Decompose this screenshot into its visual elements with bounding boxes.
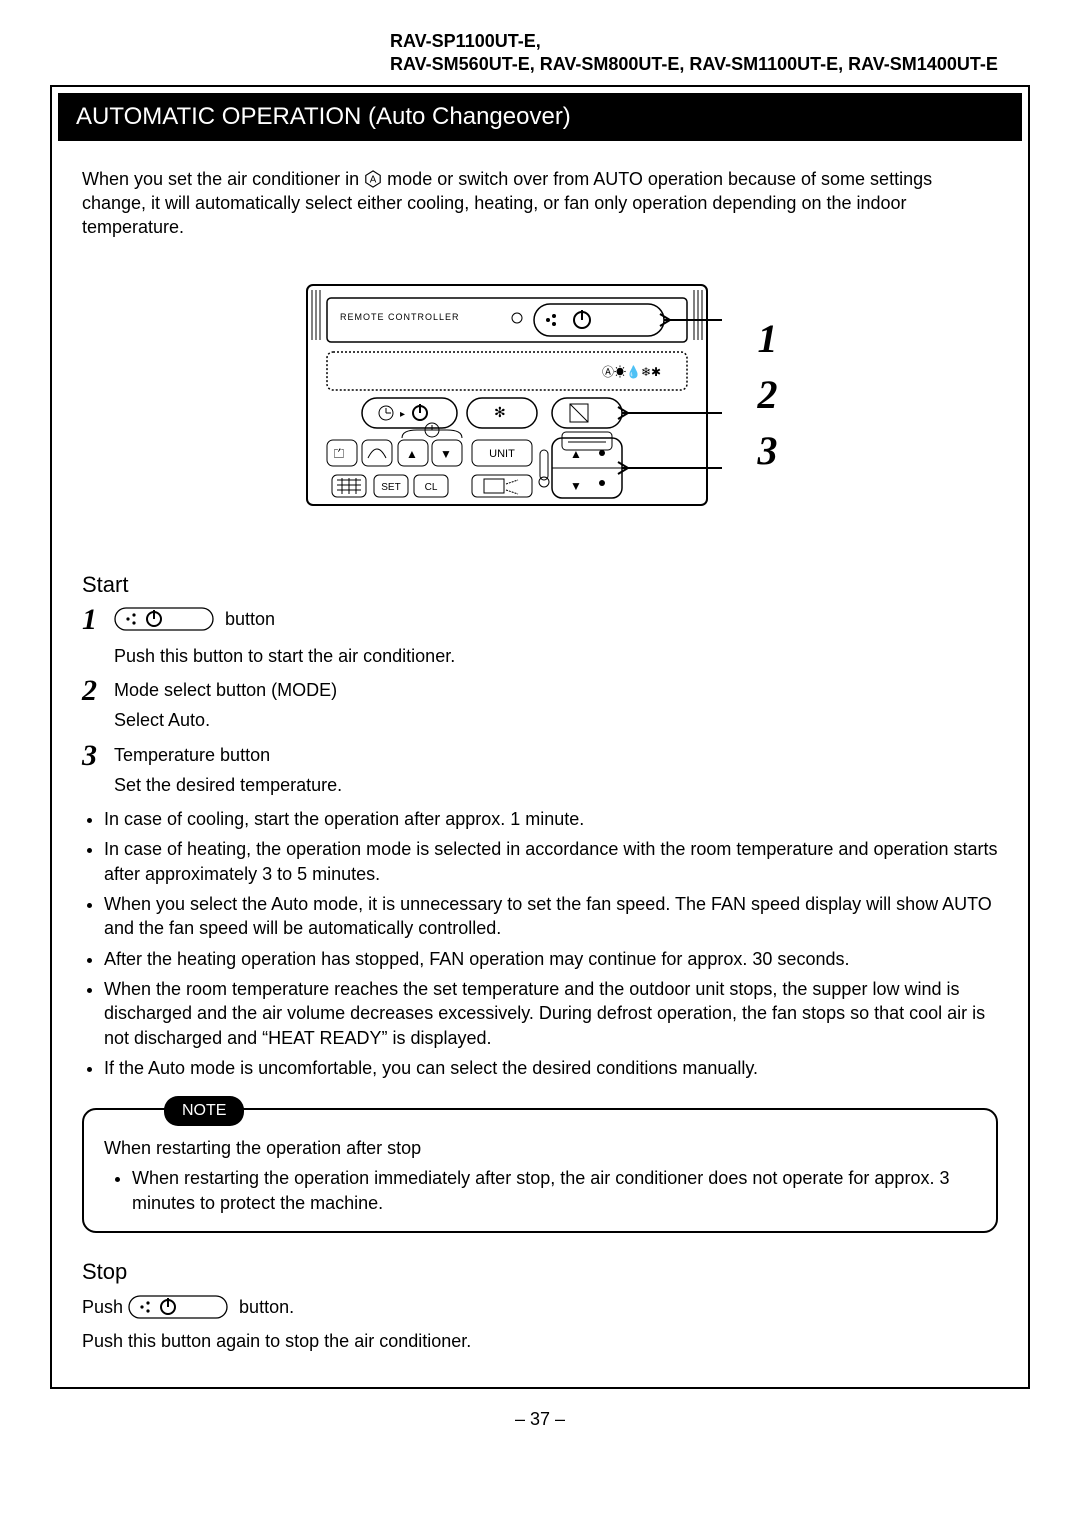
callout-1: 1	[758, 311, 778, 367]
svg-text:▼: ▼	[440, 447, 452, 461]
start-heading: Start	[82, 570, 998, 600]
mode-icons: Ⓐ☀💧❄✱	[602, 365, 661, 379]
step-3: 3 Temperature button Set the desired tem…	[82, 743, 998, 798]
content: When you set the air conditioner in A mo…	[52, 147, 1028, 1388]
callout-column: 1 2 3	[758, 311, 778, 479]
svg-text:▼: ▼	[570, 479, 582, 493]
stop-heading: Stop	[82, 1257, 998, 1287]
start-bullets: In case of cooling, start the operation …	[82, 807, 998, 1080]
bullet-1: In case of cooling, start the operation …	[104, 807, 998, 831]
stop-suffix: button.	[239, 1297, 294, 1317]
step-1-label: button	[225, 609, 275, 629]
stop-line: Push button.	[82, 1295, 998, 1325]
header-line-2: RAV-SM560UT-E, RAV-SM800UT-E, RAV-SM1100…	[390, 53, 1030, 76]
auto-mode-icon-label: A	[370, 174, 377, 185]
note-bullet-1: When restarting the operation immediatel…	[132, 1166, 976, 1215]
bullet-5: When the room temperature reaches the se…	[104, 977, 998, 1050]
step-1: 1 button Push this button to start the a…	[82, 607, 998, 668]
callout-2: 2	[758, 367, 778, 423]
auto-mode-icon: A	[364, 170, 382, 188]
remote-label: REMOTE CONTROLLER	[340, 312, 460, 322]
unit-label: UNIT	[490, 448, 516, 460]
step-2: 2 Mode select button (MODE) Select Auto.	[82, 678, 998, 733]
content-frame: AUTOMATIC OPERATION (Auto Changeover) Wh…	[50, 85, 1030, 1390]
fan-icon: ✻	[494, 404, 506, 420]
step-3-desc: Set the desired temperature.	[114, 773, 998, 797]
cl-label: CL	[425, 482, 438, 493]
step-3-label: Temperature button	[114, 745, 270, 765]
header-models: RAV-SP1100UT-E, RAV-SM560UT-E, RAV-SM800…	[390, 30, 1030, 77]
step-1-body: button Push this button to start the air…	[114, 607, 998, 668]
bullet-4: After the heating operation has stopped,…	[104, 947, 998, 971]
page-number: – 37 –	[50, 1409, 1030, 1430]
step-2-num: 2	[82, 676, 114, 706]
note-badge: NOTE	[164, 1096, 244, 1126]
remote-controller-diagram: REMOTE CONTROLLER Ⓐ☀💧❄✱	[302, 280, 732, 510]
power-button-icon	[128, 1295, 228, 1325]
svg-text:▲: ▲	[570, 447, 582, 461]
bullet-3: When you select the Auto mode, it is unn…	[104, 892, 998, 941]
bullet-6: If the Auto mode is uncomfortable, you c…	[104, 1056, 998, 1080]
step-2-label: Mode select button (MODE)	[114, 680, 337, 700]
bullet-2: In case of heating, the operation mode i…	[104, 837, 998, 886]
svg-text:⏍: ⏍	[334, 446, 344, 461]
stop-desc: Push this button again to stop the air c…	[82, 1329, 998, 1353]
header-line-1: RAV-SP1100UT-E,	[390, 30, 1030, 53]
stop-prefix: Push	[82, 1297, 128, 1317]
svg-text:▸: ▸	[400, 409, 405, 420]
set-label: SET	[382, 482, 401, 493]
step-2-desc: Select Auto.	[114, 708, 998, 732]
note-box: NOTE When restarting the operation after…	[82, 1108, 998, 1233]
intro-part1: When you set the air conditioner in	[82, 169, 364, 189]
intro-paragraph: When you set the air conditioner in A mo…	[82, 167, 998, 240]
remote-diagram-wrap: REMOTE CONTROLLER Ⓐ☀💧❄✱	[82, 280, 998, 510]
note-bullets: When restarting the operation immediatel…	[104, 1166, 976, 1215]
power-button-icon	[114, 607, 214, 637]
step-2-body: Mode select button (MODE) Select Auto.	[114, 678, 998, 733]
step-3-body: Temperature button Set the desired tempe…	[114, 743, 998, 798]
title-band: AUTOMATIC OPERATION (Auto Changeover)	[58, 93, 1022, 141]
note-subheading: When restarting the operation after stop	[104, 1136, 976, 1160]
step-1-desc: Push this button to start the air condit…	[114, 644, 998, 668]
step-3-num: 3	[82, 741, 114, 771]
callout-3: 3	[758, 423, 778, 479]
page: RAV-SP1100UT-E, RAV-SM560UT-E, RAV-SM800…	[0, 0, 1080, 1525]
svg-text:▲: ▲	[406, 447, 418, 461]
step-1-num: 1	[82, 605, 114, 635]
